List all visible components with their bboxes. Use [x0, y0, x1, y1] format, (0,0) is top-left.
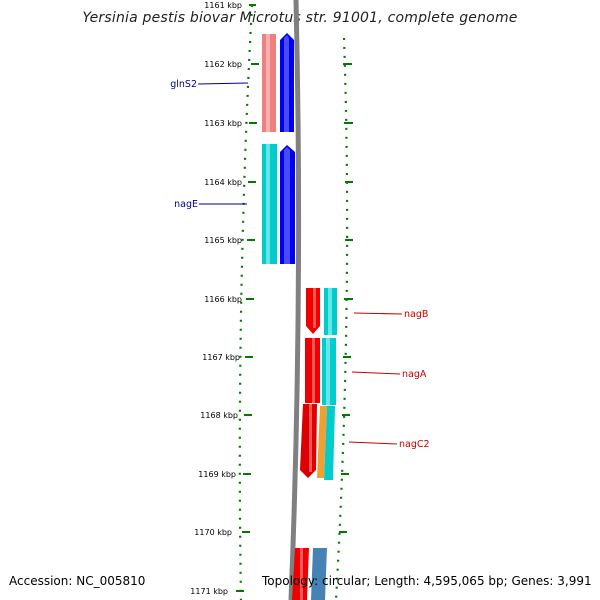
- gene-nagA-track: [305, 338, 336, 405]
- gene-nagB-cog-highlight: [328, 288, 332, 335]
- tick-label: 1169 kbp: [198, 470, 236, 479]
- leader-line-glnS2: [197, 82, 249, 85]
- gene-nagE-cog-highlight: [266, 144, 270, 264]
- map-title: Yersinia pestis biovar Microtus str. 910…: [82, 10, 518, 26]
- tick-marks: [236, 4, 353, 592]
- partial-genes-bottom: [292, 548, 327, 600]
- gene-label-nagA[interactable]: nagA: [402, 369, 427, 380]
- tick-label: 1162 kbp: [204, 60, 242, 69]
- gene-nagE-arrow-highlight: [284, 147, 290, 264]
- gene-nagC2-arrow-highlight: [309, 404, 312, 472]
- topology-text: Topology: circular; Length: 4,595,065 bp…: [262, 574, 592, 588]
- accession-text: Accession: NC_005810: [9, 574, 146, 588]
- leader-line-nagB: [353, 312, 403, 315]
- tick-label: 1161 kbp: [204, 1, 242, 10]
- gene-glnS2-arrow-highlight: [284, 35, 289, 132]
- gene-nagB-arrow-highlight: [313, 288, 316, 328]
- genome-backbone: [288, 0, 302, 600]
- gene-nagA-cog-highlight: [326, 338, 330, 405]
- gene-nagE-track: [262, 144, 295, 264]
- tick-label: 1163 kbp: [204, 119, 242, 128]
- gene-label-nagC2[interactable]: nagC2: [399, 439, 430, 450]
- tick-label: 1165 kbp: [204, 236, 242, 245]
- gene-nagC2-arrow[interactable]: [300, 404, 317, 478]
- tick-label: 1168 kbp: [200, 411, 238, 420]
- tick-label: 1164 kbp: [204, 178, 242, 187]
- gene-nagB-track: [306, 288, 337, 335]
- gene-label-nagB[interactable]: nagB: [404, 309, 428, 320]
- partial-gene-steelblue-bar: [311, 548, 327, 600]
- tick-label: 1167 kbp: [202, 353, 240, 362]
- right-ruler-dots: [334, 37, 349, 600]
- gene-nagC2-cog-orange: [317, 406, 327, 478]
- gene-label-nagE[interactable]: nagE: [174, 199, 198, 210]
- tick-label: 1171 kbp: [190, 587, 228, 596]
- left-ruler-dots: [238, 4, 254, 600]
- tick-label: 1170 kbp: [194, 528, 232, 537]
- leader-line-nagA: [351, 371, 401, 375]
- gene-nagC2-track: [300, 404, 335, 480]
- tick-label: 1166 kbp: [204, 295, 242, 304]
- gene-glnS2-track: [262, 33, 294, 132]
- gene-glnS2-cog-highlight: [266, 34, 270, 132]
- leader-line-nagC2: [348, 441, 398, 445]
- gene-nagC2-cog-cyan: [324, 406, 335, 480]
- gene-nagA-arrow-highlight: [312, 338, 315, 403]
- partial-gene-red-highlight: [300, 548, 303, 600]
- tick-labels: 1161 kbp 1162 kbp 1163 kbp 1164 kbp 1165…: [190, 1, 242, 596]
- gene-label-glnS2[interactable]: glnS2: [170, 79, 197, 90]
